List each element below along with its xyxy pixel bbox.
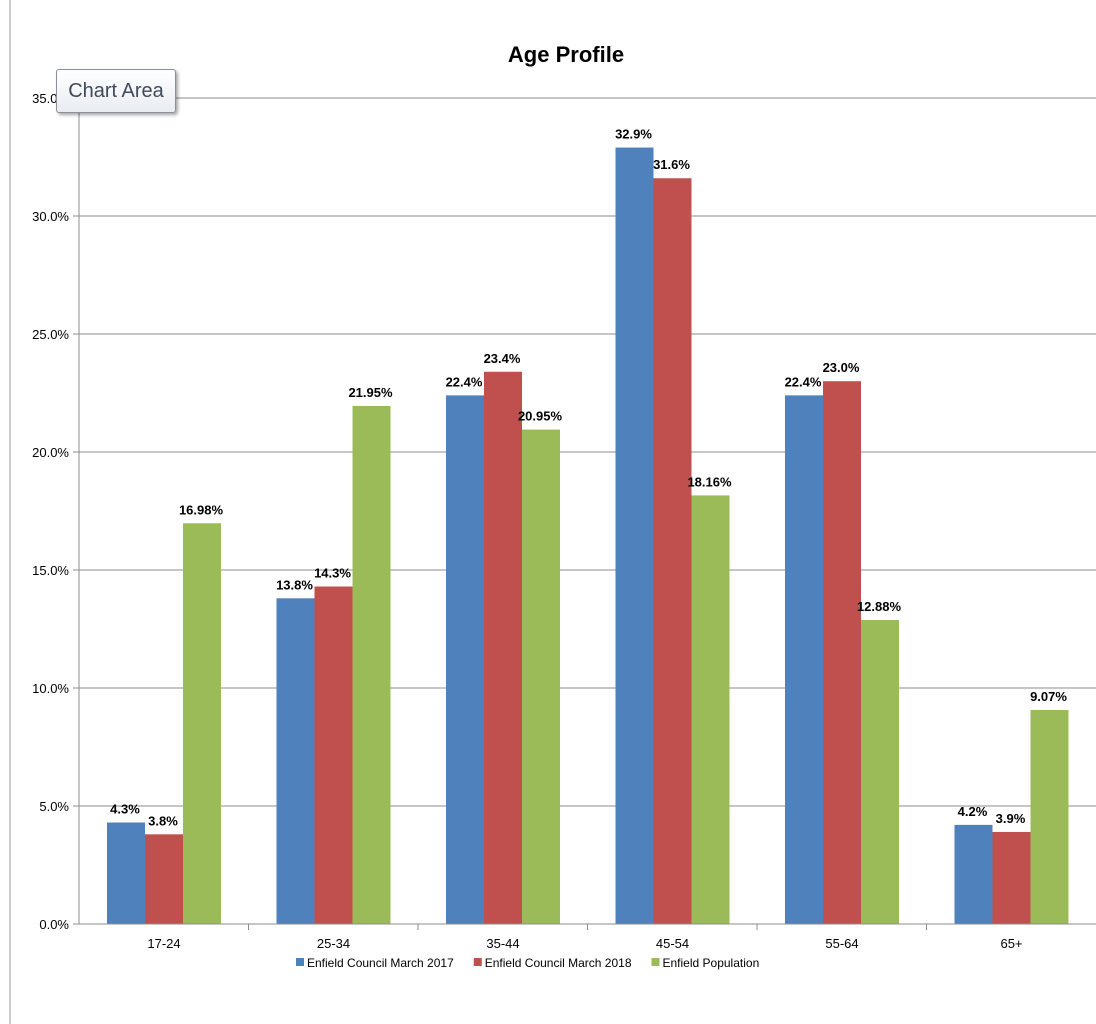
data-label: 23.4% xyxy=(484,351,521,366)
bar[interactable] xyxy=(954,824,993,924)
data-labels: 4.3%3.8%16.98%13.8%14.3%21.95%22.4%23.4%… xyxy=(110,127,1067,829)
chart-title: Age Profile xyxy=(508,42,624,67)
y-tick-label: 10.0% xyxy=(32,681,69,696)
y-tick-label: 25.0% xyxy=(32,327,69,342)
legend-swatch xyxy=(473,958,482,966)
y-tick-label: 0.0% xyxy=(39,917,69,932)
bar[interactable] xyxy=(785,395,823,924)
bar[interactable] xyxy=(484,371,522,924)
legend-swatch xyxy=(296,958,304,966)
data-label: 22.4% xyxy=(446,374,483,389)
data-label: 14.3% xyxy=(314,566,351,581)
bar[interactable] xyxy=(653,178,692,925)
gridlines xyxy=(79,97,1096,807)
data-label: 16.98% xyxy=(179,502,224,517)
x-tick-label: 45-54 xyxy=(656,936,689,951)
bar[interactable] xyxy=(1030,709,1069,924)
x-axis: 17-24 25-34 35-44 45-54 55-64 65+ xyxy=(73,923,1096,951)
x-tick-label: 35-44 xyxy=(486,936,519,951)
bar[interactable] xyxy=(107,822,145,924)
bar[interactable] xyxy=(314,586,353,924)
y-tick-label: 20.0% xyxy=(32,445,69,460)
y-tick-label: 5.0% xyxy=(39,799,69,814)
data-label: 20.95% xyxy=(518,409,563,424)
data-label: 3.8% xyxy=(148,813,178,828)
data-label: 31.6% xyxy=(653,157,690,172)
x-tick-label: 17-24 xyxy=(147,936,180,951)
legend-label[interactable]: Enfield Council March 2018 xyxy=(485,956,632,970)
data-label: 18.16% xyxy=(687,474,732,489)
legend[interactable]: Enfield Council March 2017 Enfield Counci… xyxy=(296,956,759,970)
plot-area[interactable] xyxy=(107,147,1069,925)
bar[interactable] xyxy=(352,405,391,925)
legend-label[interactable]: Enfield Council March 2017 xyxy=(307,956,454,970)
legend-swatch xyxy=(651,958,660,966)
bar[interactable] xyxy=(992,831,1031,924)
legend-label[interactable]: Enfield Population xyxy=(663,956,760,970)
bar[interactable] xyxy=(276,598,315,924)
bar[interactable] xyxy=(861,620,899,924)
data-label: 12.88% xyxy=(857,599,902,614)
bar[interactable] xyxy=(691,495,730,924)
data-label: 3.9% xyxy=(996,811,1026,826)
data-label: 23.0% xyxy=(823,360,860,375)
y-tick-label: 30.0% xyxy=(32,209,69,224)
data-label: 21.95% xyxy=(348,385,393,400)
data-label: 22.4% xyxy=(785,374,822,389)
data-label: 4.2% xyxy=(958,804,988,819)
bar[interactable] xyxy=(522,429,560,924)
bar[interactable] xyxy=(446,395,484,924)
x-tick-label: 25-34 xyxy=(317,936,350,951)
data-label: 13.8% xyxy=(276,577,313,592)
y-tick-label: 15.0% xyxy=(32,563,69,578)
bar[interactable] xyxy=(615,147,654,924)
chart-area-tooltip: Chart Area xyxy=(56,69,176,113)
x-tick-label: 55-64 xyxy=(825,936,858,951)
y-axis: 0.0%5.0%10.0%15.0%20.0%25.0%30.0%35.0% xyxy=(32,91,80,932)
data-label: 4.3% xyxy=(110,802,140,817)
x-tick-label: 65+ xyxy=(1000,936,1022,951)
bar[interactable] xyxy=(183,523,221,924)
bar[interactable] xyxy=(823,381,861,924)
data-label: 9.07% xyxy=(1030,689,1067,704)
bar[interactable] xyxy=(145,834,183,924)
data-label: 32.9% xyxy=(615,127,652,142)
